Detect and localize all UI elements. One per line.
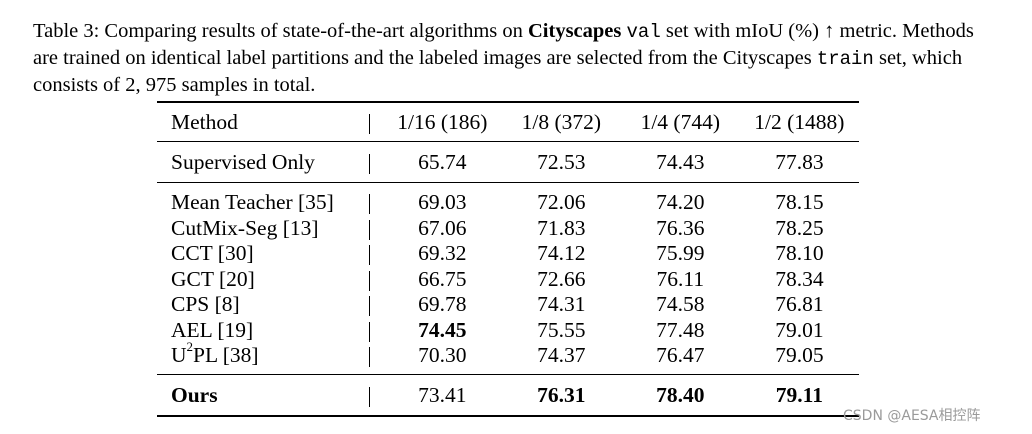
table-row: CPS [8] 69.78 74.31 74.58 76.81 <box>157 292 859 318</box>
table-row-supervised: Supervised Only 65.74 72.53 74.43 77.83 <box>157 141 859 183</box>
table-row: GCT [20] 66.75 72.66 76.11 78.34 <box>157 267 859 293</box>
column-separator <box>369 101 383 142</box>
row-method: CutMix-Seg [13] <box>171 215 319 240</box>
cell-value: 72.53 <box>501 141 621 183</box>
row-method: CPS [8] <box>171 292 240 316</box>
cell-value: 65.74 <box>382 141 502 183</box>
row-method: U2PL [38] <box>157 340 369 374</box>
table-row: U2PL [38] 70.30 74.37 76.47 79.05 <box>157 340 859 374</box>
cell-value: 79.05 <box>775 343 824 367</box>
cell-value-best: 79.11 <box>739 373 859 417</box>
cell-value: 76.11 <box>656 266 705 291</box>
cell-value: 74.43 <box>620 141 740 183</box>
row-method: GCT [20] <box>171 266 255 291</box>
row-method: Supervised Only <box>157 141 370 183</box>
method-name-superscript: 2 <box>186 338 194 354</box>
cell-value: 77.83 <box>739 141 859 183</box>
cell-value: 74.20 <box>620 182 740 216</box>
row-method: AEL [19] <box>171 317 254 342</box>
cell-value: 69.32 <box>418 241 467 265</box>
column-separator <box>369 267 383 293</box>
cell-value: 69.78 <box>418 292 467 316</box>
cell-value: 79.01 <box>775 317 824 342</box>
table-row: CCT [30] 69.32 74.12 75.99 78.10 <box>157 241 859 267</box>
table-row: AEL [19] 74.45 75.55 77.48 79.01 <box>157 318 859 344</box>
table-caption: Table 3: Comparing results of state-of-t… <box>33 18 993 98</box>
cell-value: 76.47 <box>656 343 705 367</box>
header-col-4: 1/2 (1488) <box>739 101 859 142</box>
method-name-rest: PL [38] <box>193 343 259 367</box>
cell-value: 78.34 <box>775 266 824 291</box>
results-table: Method 1/16 (186) 1/8 (372) 1/4 (744) 1/… <box>157 101 859 417</box>
cell-value: 78.15 <box>739 182 859 216</box>
cell-value: 66.75 <box>418 266 467 291</box>
cell-value: 76.81 <box>775 292 824 316</box>
cell-value-best: 78.40 <box>620 373 740 417</box>
cell-value: 75.55 <box>537 317 586 342</box>
header-method: Method <box>157 101 370 142</box>
column-separator <box>369 318 383 344</box>
cell-value: 72.66 <box>537 266 586 291</box>
column-separator <box>369 373 383 417</box>
cell-value: 67.06 <box>418 215 467 240</box>
cell-value: 74.12 <box>537 241 586 265</box>
column-separator <box>369 141 383 183</box>
cell-value: 71.83 <box>537 215 586 240</box>
cell-value: 72.06 <box>501 182 621 216</box>
method-name-base: U <box>171 343 187 367</box>
cell-value: 74.58 <box>656 292 705 316</box>
caption-text-3: set with mIoU (%) ↑ metric. Methods are … <box>33 20 974 69</box>
cell-value: 78.25 <box>775 215 824 240</box>
row-method: Ours <box>157 373 370 417</box>
row-method: CCT [30] <box>171 241 254 265</box>
column-separator <box>369 241 383 267</box>
cell-value: 78.10 <box>775 241 824 265</box>
table-row: Mean Teacher [35] 69.03 72.06 74.20 78.1… <box>157 182 859 216</box>
cell-value: 77.48 <box>656 317 705 342</box>
caption-dataset-name: Cityscapes <box>528 20 622 42</box>
column-separator <box>369 182 383 216</box>
row-method: Mean Teacher [35] <box>157 182 370 216</box>
cell-value: 73.41 <box>382 373 502 417</box>
cell-value: 69.03 <box>382 182 502 216</box>
cell-value: 74.37 <box>537 343 586 367</box>
cell-value: 74.31 <box>537 292 586 316</box>
header-col-2: 1/8 (372) <box>501 101 621 142</box>
cell-value-best: 74.45 <box>418 317 467 342</box>
caption-val-split: val <box>626 21 661 43</box>
watermark: CSDN @AESA相控阵 <box>843 408 981 424</box>
column-separator <box>369 343 383 374</box>
column-separator <box>369 292 383 318</box>
caption-text-4: set, which consists of 2, 975 samples in… <box>33 47 963 96</box>
cell-value: 76.36 <box>656 215 705 240</box>
header-col-3: 1/4 (744) <box>620 101 740 142</box>
table-row-ours: Ours 73.41 76.31 78.40 79.11 <box>157 373 859 417</box>
table-header-row: Method 1/16 (186) 1/8 (372) 1/4 (744) 1/… <box>157 101 859 142</box>
table-row: CutMix-Seg [13] 67.06 71.83 76.36 78.25 <box>157 216 859 242</box>
header-col-1: 1/16 (186) <box>382 101 502 142</box>
column-separator <box>369 216 383 242</box>
cell-value: 70.30 <box>418 343 467 367</box>
cell-value: 75.99 <box>656 241 705 265</box>
caption-text-1: Table 3: Comparing results of state-of-t… <box>33 20 528 42</box>
caption-train-split: train <box>816 48 874 70</box>
cell-value-best: 76.31 <box>501 373 621 417</box>
